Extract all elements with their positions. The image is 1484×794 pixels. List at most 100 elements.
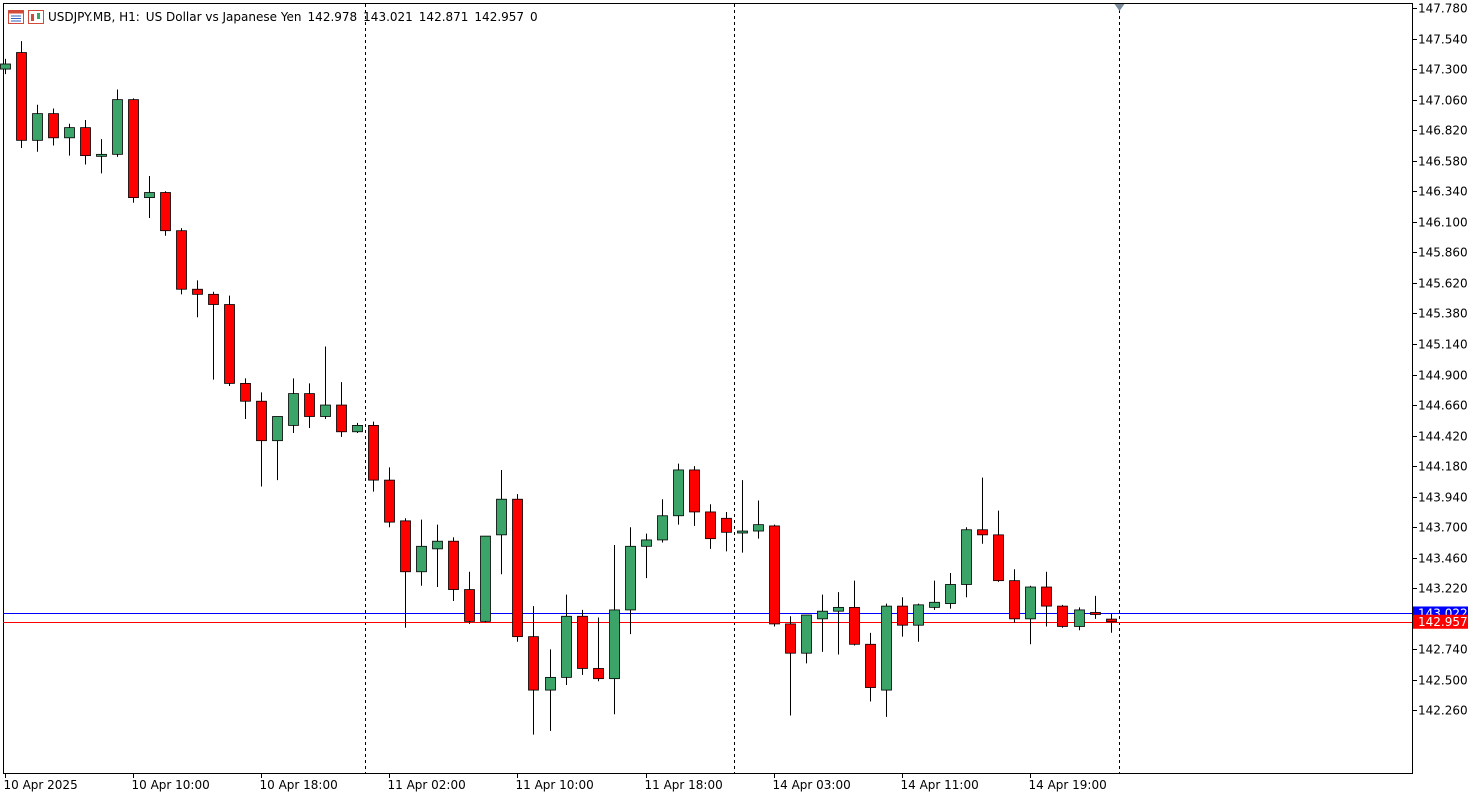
candle[interactable] bbox=[1041, 571, 1052, 627]
candle-body-bearish bbox=[993, 534, 1004, 582]
candle[interactable] bbox=[352, 422, 363, 434]
candle[interactable] bbox=[400, 518, 411, 628]
price-tick-label: 146.340 bbox=[1418, 185, 1468, 199]
candle[interactable] bbox=[48, 108, 59, 146]
candle[interactable] bbox=[160, 191, 171, 236]
candle[interactable] bbox=[496, 469, 507, 575]
candle-body-bearish bbox=[368, 425, 379, 481]
candle[interactable] bbox=[384, 467, 395, 528]
candle[interactable] bbox=[913, 603, 924, 642]
candle[interactable] bbox=[929, 580, 940, 610]
candle[interactable] bbox=[480, 535, 491, 623]
plot-frame bbox=[3, 3, 1413, 774]
candle[interactable] bbox=[545, 649, 556, 731]
candle[interactable] bbox=[737, 480, 748, 553]
price-tick-label: 145.380 bbox=[1418, 307, 1468, 321]
candle[interactable] bbox=[32, 104, 43, 152]
candle-body-bearish bbox=[769, 525, 780, 625]
candle[interactable] bbox=[432, 524, 443, 588]
price-tick-label: 146.580 bbox=[1418, 155, 1468, 169]
candle[interactable] bbox=[192, 280, 203, 318]
candle[interactable] bbox=[945, 573, 956, 609]
candle-body-bullish bbox=[144, 192, 155, 199]
candle[interactable] bbox=[512, 494, 523, 642]
candle-body-bullish bbox=[545, 676, 556, 691]
candle[interactable] bbox=[769, 524, 780, 627]
candle[interactable] bbox=[0, 58, 11, 75]
candle[interactable] bbox=[224, 295, 235, 386]
candle-body-bullish bbox=[1025, 586, 1036, 620]
candle[interactable] bbox=[977, 477, 988, 544]
candle[interactable] bbox=[865, 632, 876, 702]
candle[interactable] bbox=[448, 537, 459, 602]
candle[interactable] bbox=[1057, 604, 1068, 628]
candle[interactable] bbox=[112, 89, 123, 157]
candle[interactable] bbox=[368, 421, 379, 492]
candle[interactable] bbox=[528, 606, 539, 735]
candle[interactable] bbox=[464, 571, 475, 624]
candle[interactable] bbox=[849, 580, 860, 646]
candle[interactable] bbox=[609, 545, 620, 715]
candle[interactable] bbox=[721, 511, 732, 552]
candle-body-bullish bbox=[496, 498, 507, 536]
candle[interactable] bbox=[240, 378, 251, 420]
candle[interactable] bbox=[705, 504, 716, 549]
candle[interactable] bbox=[593, 617, 604, 682]
candle-body-bearish bbox=[1090, 612, 1101, 615]
candle[interactable] bbox=[689, 466, 700, 526]
candle[interactable] bbox=[881, 603, 892, 717]
candle[interactable] bbox=[1074, 607, 1085, 631]
candle[interactable] bbox=[897, 597, 908, 637]
candle[interactable] bbox=[785, 616, 796, 716]
candle[interactable] bbox=[16, 41, 27, 148]
candle[interactable] bbox=[336, 382, 347, 437]
candle[interactable] bbox=[128, 98, 139, 203]
candle[interactable] bbox=[833, 592, 844, 655]
candle[interactable] bbox=[1090, 595, 1101, 619]
candle[interactable] bbox=[1106, 613, 1117, 633]
candle[interactable] bbox=[80, 119, 91, 165]
candle[interactable] bbox=[961, 527, 972, 598]
candle[interactable] bbox=[64, 123, 75, 156]
candle[interactable] bbox=[256, 392, 267, 487]
candle[interactable] bbox=[144, 175, 155, 218]
candle[interactable] bbox=[561, 594, 572, 686]
candle[interactable] bbox=[657, 499, 668, 543]
time-tick-label: 11 Apr 02:00 bbox=[388, 778, 466, 792]
plot-area[interactable] bbox=[0, 3, 1413, 774]
candle[interactable] bbox=[577, 609, 588, 675]
candle[interactable] bbox=[304, 383, 315, 428]
candle[interactable] bbox=[96, 139, 107, 174]
candle[interactable] bbox=[1009, 569, 1020, 623]
candle-body-bullish bbox=[561, 615, 572, 678]
candle[interactable] bbox=[673, 463, 684, 525]
candle-body-bearish bbox=[224, 304, 235, 384]
candle[interactable] bbox=[625, 527, 636, 635]
candle[interactable] bbox=[416, 519, 427, 586]
candle[interactable] bbox=[801, 614, 812, 664]
candle[interactable] bbox=[641, 533, 652, 579]
candle-body-bullish bbox=[673, 469, 684, 517]
candle-body-bullish bbox=[913, 604, 924, 626]
candle[interactable] bbox=[272, 416, 283, 481]
candle[interactable] bbox=[288, 378, 299, 434]
candle-body-bearish bbox=[16, 52, 27, 141]
shift-marker-icon[interactable] bbox=[1114, 4, 1125, 11]
candle[interactable] bbox=[753, 500, 764, 539]
candle-body-bullish bbox=[352, 425, 363, 433]
candle[interactable] bbox=[1025, 585, 1036, 645]
candle[interactable] bbox=[993, 510, 1004, 582]
chart-window-icon[interactable] bbox=[8, 10, 24, 24]
candle-body-bearish bbox=[1106, 618, 1117, 623]
price-tick-label: 144.660 bbox=[1418, 399, 1468, 413]
candle[interactable] bbox=[208, 291, 219, 380]
candle-body-bearish bbox=[1009, 580, 1020, 620]
candle-body-bearish bbox=[176, 230, 187, 290]
candle-body-bullish bbox=[961, 529, 972, 585]
chart-type-icon[interactable] bbox=[28, 10, 44, 24]
candle[interactable] bbox=[176, 228, 187, 295]
price-tick-label: 142.740 bbox=[1418, 643, 1468, 657]
candle[interactable] bbox=[817, 594, 828, 652]
candle[interactable] bbox=[320, 346, 331, 420]
